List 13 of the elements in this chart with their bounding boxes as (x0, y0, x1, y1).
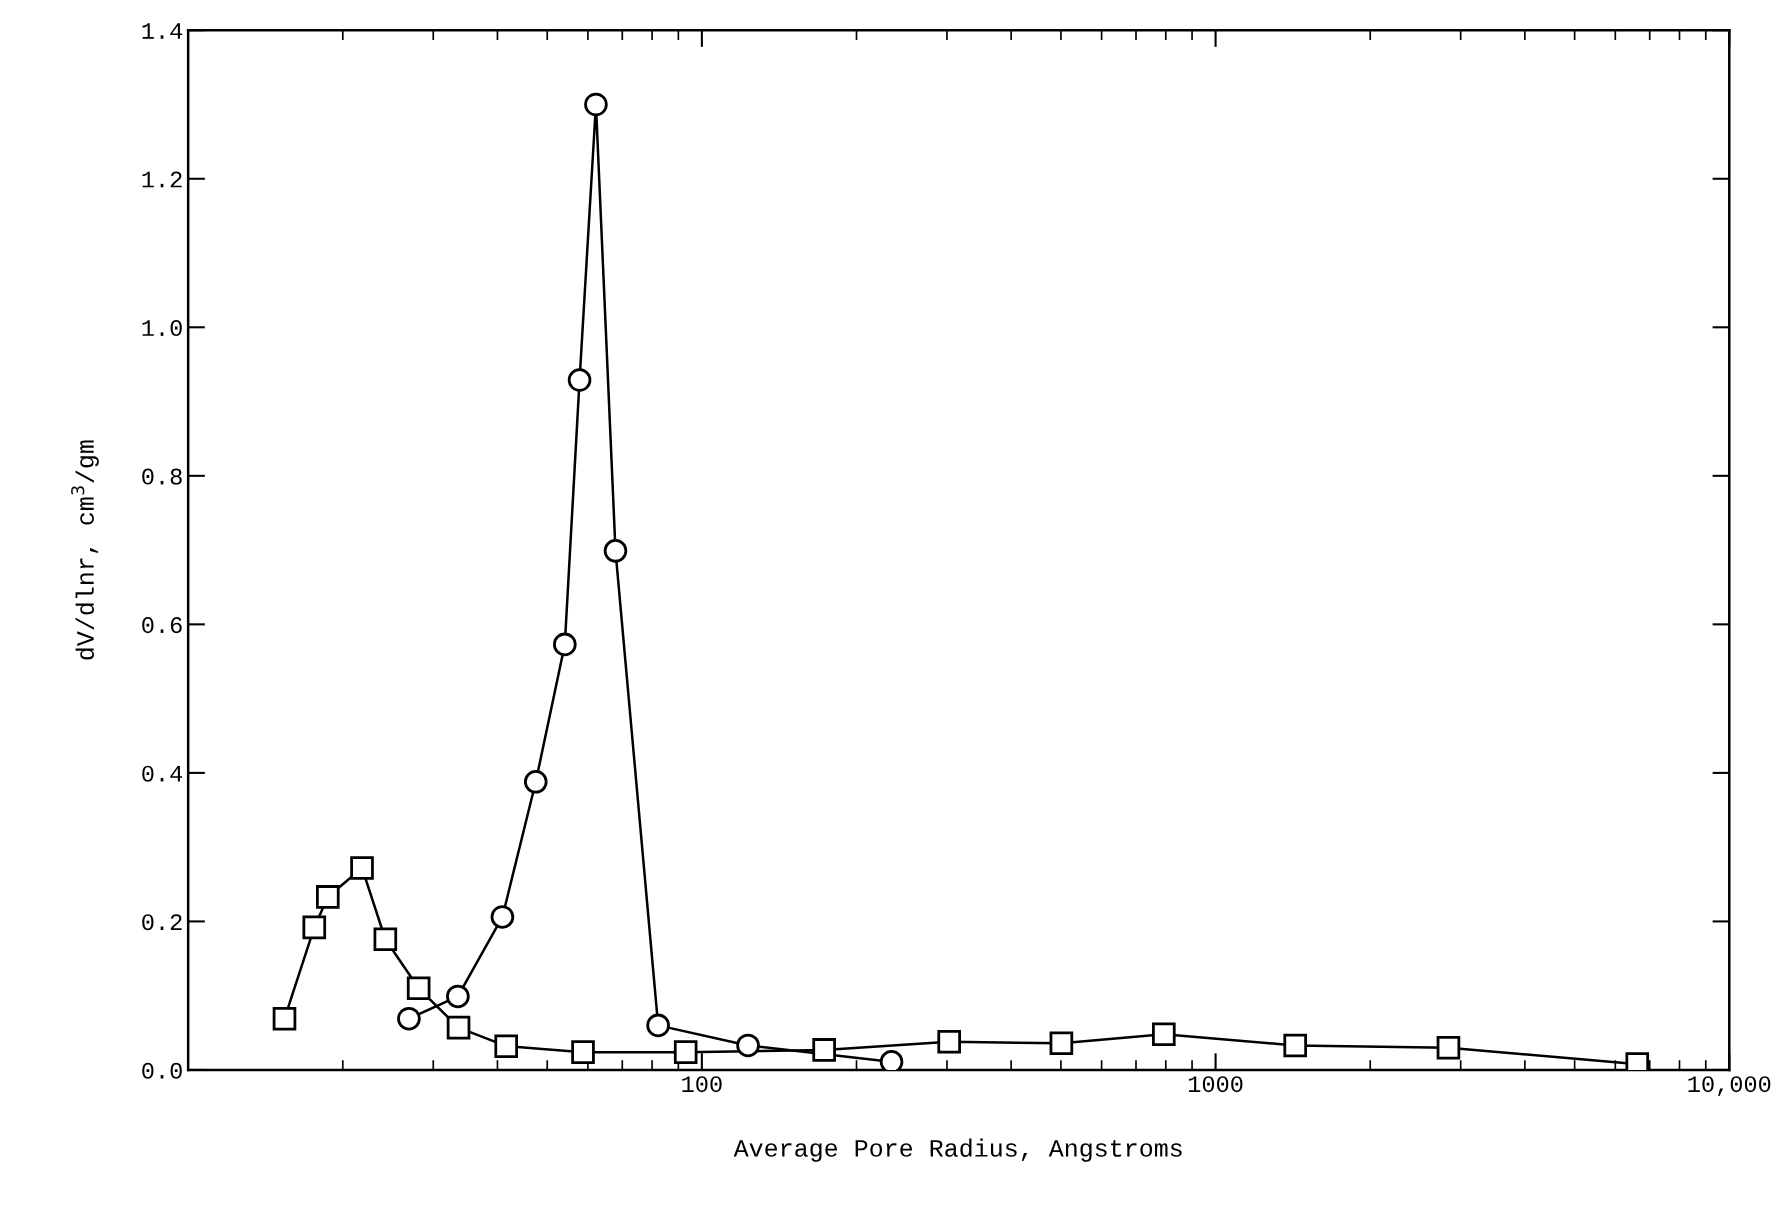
x-tick-label: 10,000 (1688, 1076, 1771, 1097)
y-tick-label: 0.4 (142, 765, 183, 782)
y-tick-label: 1.0 (142, 320, 182, 337)
x-tick-label: 100 (682, 1076, 722, 1093)
y-tick-label: 1.2 (142, 171, 182, 188)
x-tick-label: 1000 (1188, 1076, 1243, 1093)
y-tick-label: 0.8 (142, 468, 182, 485)
y-tick-label: 0.2 (142, 914, 182, 931)
y-tick-label: 0.0 (142, 1062, 182, 1079)
y-tick-label: 0.6 (142, 617, 182, 634)
y-tick-label: 1.4 (142, 23, 183, 39)
y-axis-title: dV/dlnr, cm$^{3}$/gm (71, 440, 99, 660)
x-axis-title: Average Pore Radius, Angstroms (733, 1138, 1182, 1162)
